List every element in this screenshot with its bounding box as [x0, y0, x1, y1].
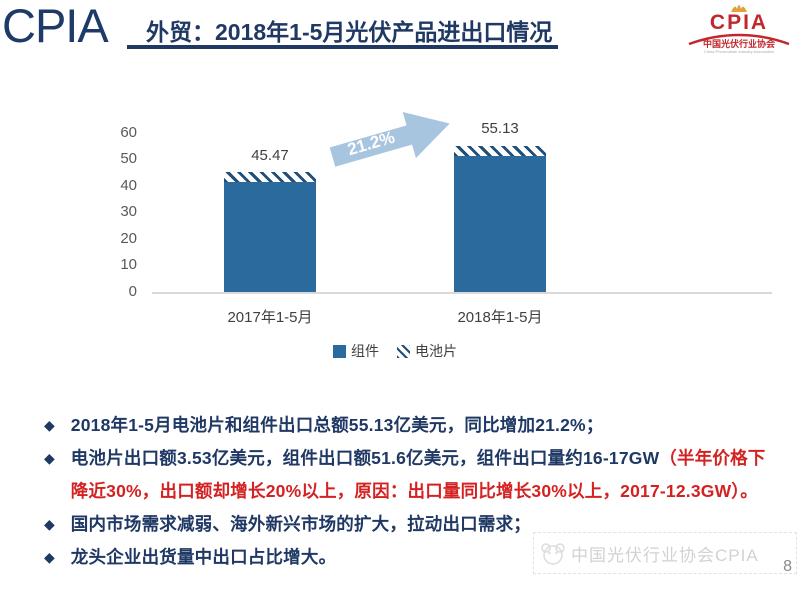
logo-org-name-cn: 中国光伏行业协会	[702, 39, 775, 49]
page-number: 8	[783, 558, 792, 575]
x-axis-label-2018: 2018年1-5月	[457, 309, 543, 326]
x-axis-line	[152, 292, 772, 294]
bullet-text-blue-part: 电池片出口额3.53亿美元，组件出口额51.6亿美元，组件出口量约16-17GW	[70, 448, 660, 468]
y-axis-tick: 50	[120, 150, 137, 167]
y-axis-tick: 60	[120, 124, 137, 141]
bullet-item-4: ◆ 龙头企业出货量中出口占比增大。	[44, 541, 776, 574]
diamond-bullet-icon: ◆	[44, 450, 55, 466]
legend-item-cells: 电池片	[397, 341, 457, 361]
bullet-text: 龙头企业出货量中出口占比增大。	[70, 547, 337, 567]
legend-label: 电池片	[415, 343, 457, 359]
bar-total-label-2018: 55.13	[481, 120, 519, 137]
bar-2018-cells-segment	[454, 146, 546, 156]
growth-arrow-icon: 21.2%	[324, 94, 460, 186]
legend-swatch-solid	[333, 344, 346, 358]
legend-swatch-hatched	[397, 344, 410, 358]
logo-cpia-text: CPIA	[709, 11, 769, 34]
legend-item-modules: 组件	[333, 341, 379, 361]
bullet-text: 电池片出口额3.53亿美元，组件出口额51.6亿美元，组件出口量约16-17GW…	[71, 442, 776, 508]
y-axis-tick: 10	[120, 256, 137, 273]
bullet-text: 国内市场需求减弱、海外新兴市场的扩大，拉动出口需求；	[70, 514, 531, 534]
y-axis-tick: 40	[120, 177, 137, 194]
bar-2017-cells-segment	[224, 172, 316, 182]
diamond-bullet-icon: ◆	[44, 549, 55, 565]
bullet-text-red-part: （半年价格下降近30%，出口额却增长20%以上，原因：出口量同比增长30%以上，…	[70, 448, 766, 501]
watermark: 中国光伏行业协会CPIA	[533, 532, 797, 574]
logo-org-name-en: China Photovoltaic Industry Association	[703, 49, 775, 55]
bar-2018-modules-segment	[454, 156, 546, 292]
chart-legend: 组件 电池片	[0, 341, 790, 361]
logo-swoosh-icon	[688, 33, 790, 45]
y-axis-tick: 0	[128, 283, 137, 300]
watermark-text: 中国光伏行业协会CPIA	[571, 545, 759, 565]
diamond-bullet-icon: ◆	[44, 516, 55, 532]
cpia-logo: CPIA 中国光伏行业协会 China Photovoltaic Industr…	[684, 3, 794, 55]
bullet-list: ◆ 2018年1-5月电池片和组件出口总额55.13亿美元，同比增加21.2%；…	[44, 409, 776, 574]
bullet-text: 2018年1-5月电池片和组件出口总额55.13亿美元，同比增加21.2%；	[70, 415, 604, 435]
bar-total-label-2017: 45.47	[251, 147, 289, 164]
diamond-bullet-icon: ◆	[44, 417, 55, 433]
bar-2017-modules-segment	[224, 182, 316, 292]
page-title: 外贸：2018年1-5月光伏产品进出口情况	[146, 19, 553, 45]
legend-label: 组件	[351, 343, 379, 359]
crown-icon	[731, 5, 747, 12]
bullet-item-3: ◆ 国内市场需求减弱、海外新兴市场的扩大，拉动出口需求；	[44, 508, 776, 541]
x-axis-label-2017: 2017年1-5月	[227, 309, 313, 326]
panda-logo-icon	[541, 543, 565, 565]
y-axis-tick: 30	[120, 203, 137, 220]
bullet-item-2: ◆ 电池片出口额3.53亿美元，组件出口额51.6亿美元，组件出口量约16-17…	[44, 442, 776, 508]
title-underline	[127, 45, 558, 49]
y-axis-tick: 20	[120, 230, 137, 247]
brand-wordmark: CPIA	[2, 0, 109, 52]
bullet-item-1: ◆ 2018年1-5月电池片和组件出口总额55.13亿美元，同比增加21.2%；	[44, 409, 776, 442]
